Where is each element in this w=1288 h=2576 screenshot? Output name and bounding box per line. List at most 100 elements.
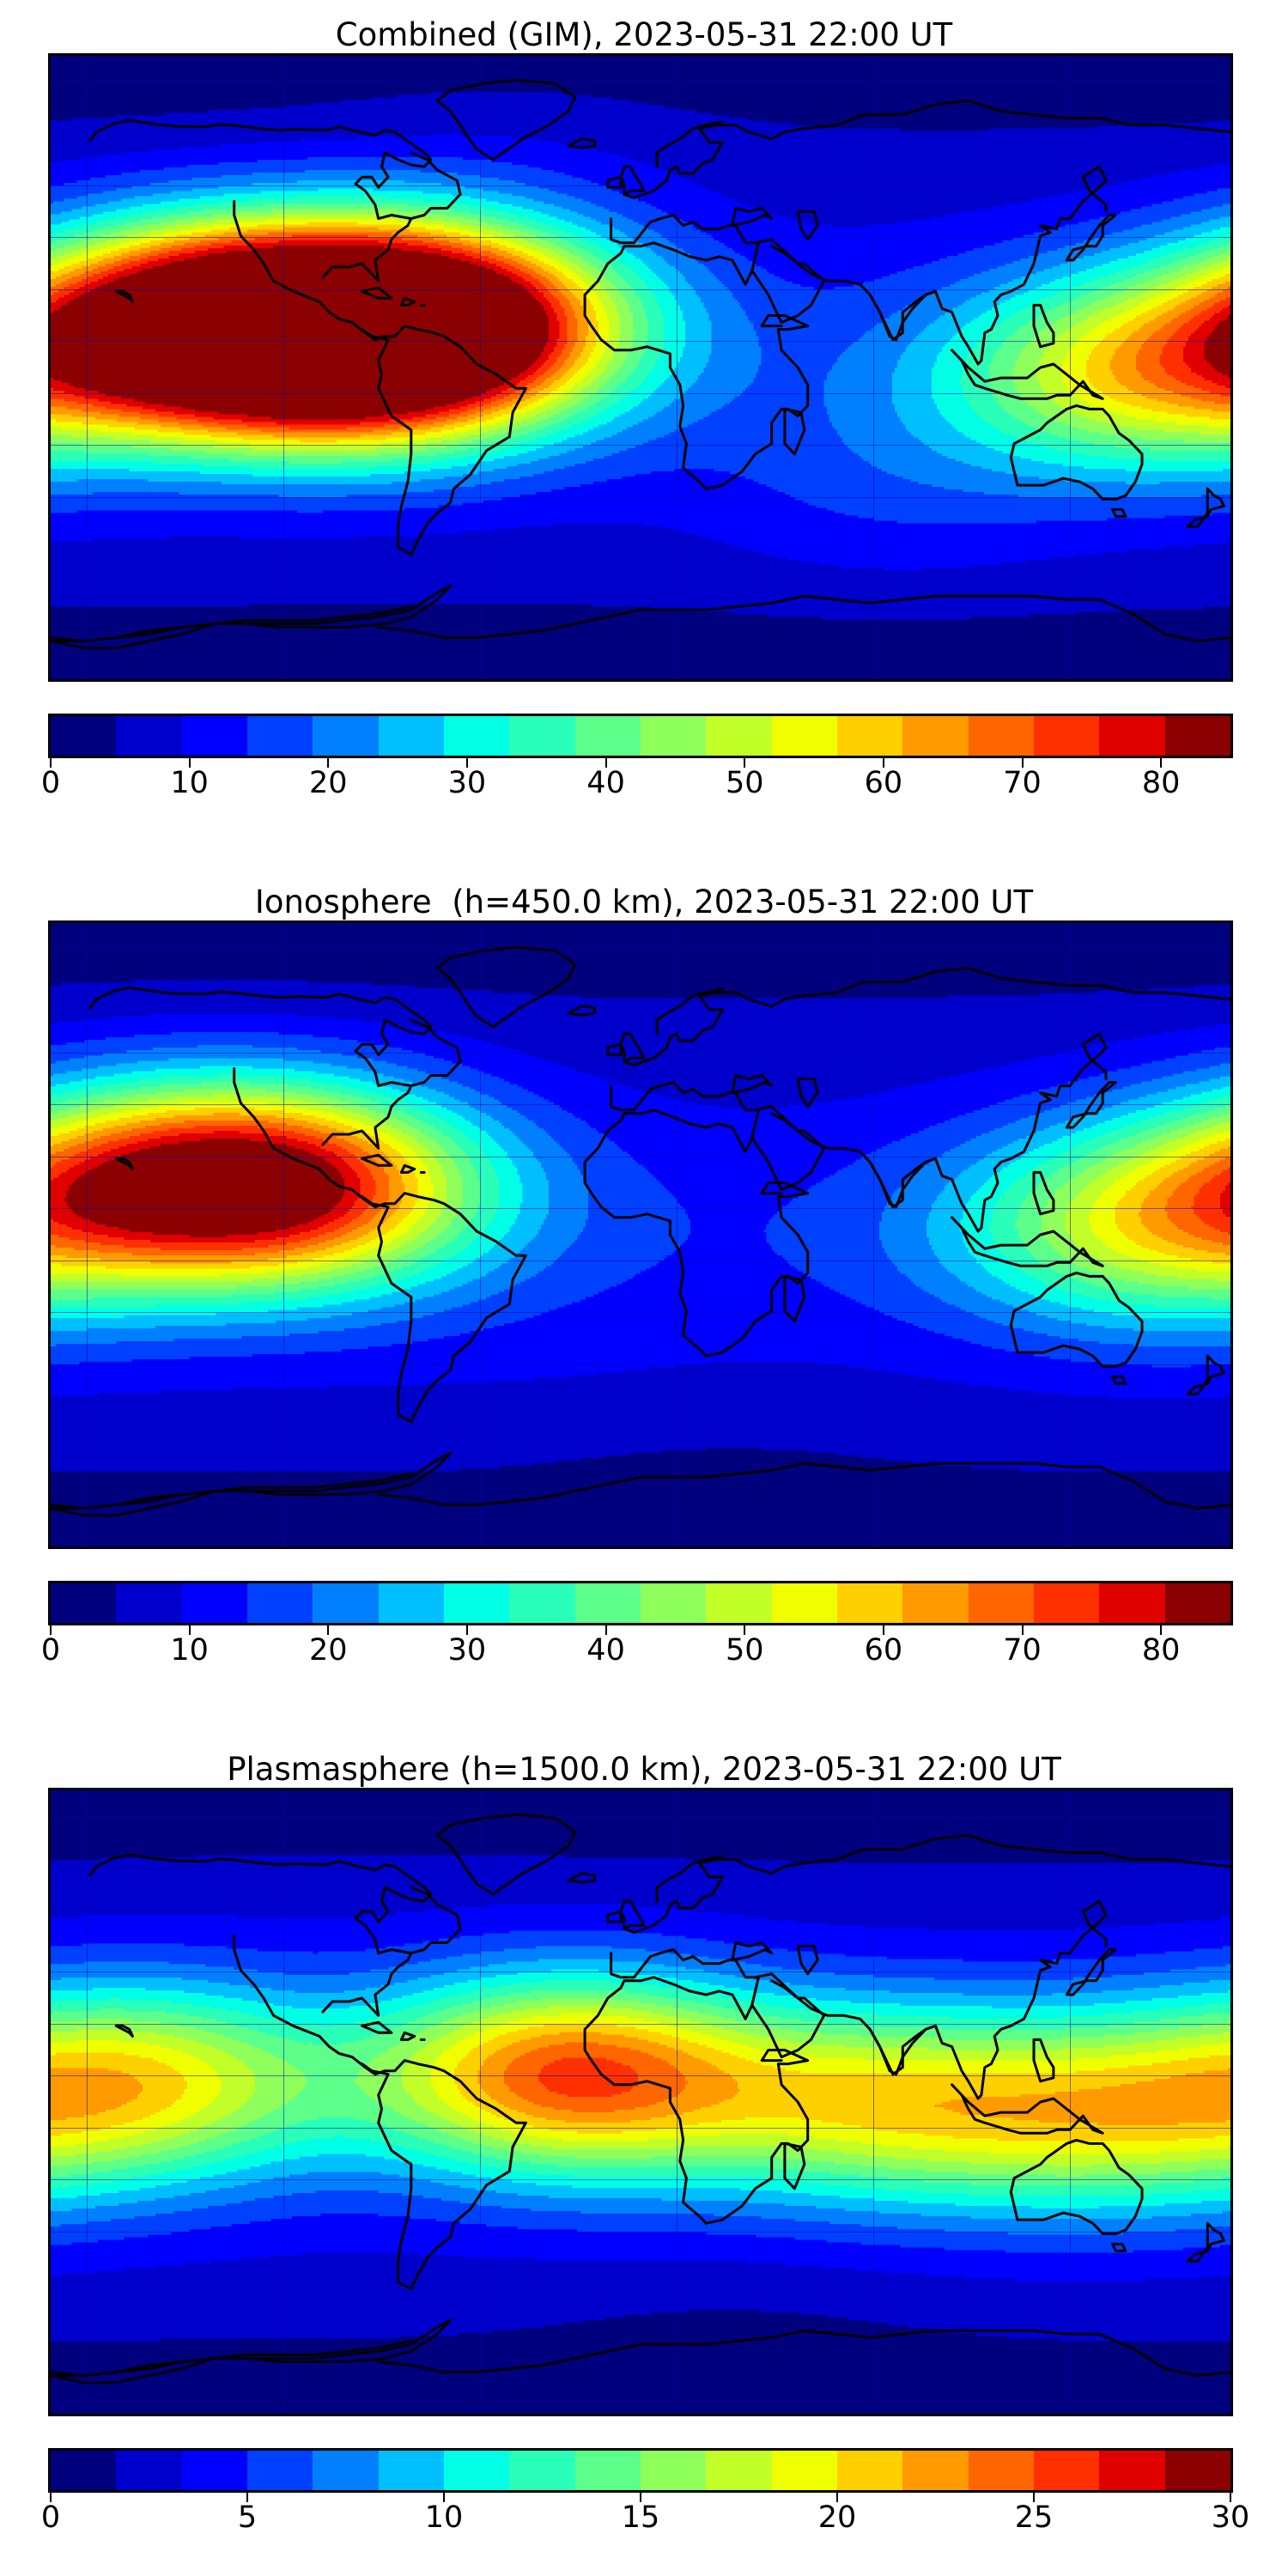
colorbar-band: [1033, 2451, 1100, 2490]
colorbar-band: [1164, 2451, 1230, 2490]
colorbar-band: [443, 2451, 510, 2490]
colorbar-band: [706, 1583, 772, 1623]
colorbar-tick-label: 50: [725, 766, 764, 800]
contour-band: [51, 1790, 1230, 2414]
colorbar-tick-mark: [50, 2493, 52, 2502]
contour-band: [51, 1998, 1230, 2178]
contour-band: [51, 1855, 1230, 2342]
map-canvas-2: [51, 923, 1230, 1546]
colorbar-tick-label: 0: [40, 766, 61, 800]
colorbar-tick-label: 80: [1141, 1633, 1181, 1668]
colorbar-band: [509, 1583, 575, 1623]
contour-band: [51, 1946, 1230, 2235]
colorbar-tick-label: 15: [621, 2500, 660, 2535]
contour-band: [51, 980, 1230, 1472]
colorbar-tick-label: 0: [40, 2500, 61, 2535]
colorbar-ticks-3: 0 5 10 15 20 25 30: [41, 2493, 1249, 2537]
map-canvas-1: [51, 56, 1230, 679]
contour-band: [51, 204, 1230, 464]
colorbar-tick-label: 20: [309, 766, 348, 800]
colorbar-band: [181, 2451, 247, 2490]
colorbar-tick-mark: [605, 1625, 607, 1635]
colorbar-band: [836, 1583, 903, 1623]
colorbar-strip-2: [48, 1581, 1233, 1625]
map-canvas-3: [51, 1790, 1230, 2414]
colorbar-tick-mark: [188, 1625, 191, 1635]
colorbar-band: [509, 2451, 575, 2490]
colorbar-band: [836, 2451, 903, 2490]
colorbar-tick-mark: [1021, 758, 1024, 768]
colorbar-band: [1164, 716, 1230, 756]
colorbar-tick-mark: [1160, 1625, 1163, 1635]
contour-band: [51, 196, 1230, 469]
colorbar-band: [51, 716, 117, 756]
colorbar-band: [443, 1583, 510, 1623]
colorbar-band: [836, 716, 903, 756]
colorbar-band: [1099, 716, 1165, 756]
colorbar-band: [378, 2451, 444, 2490]
contour-band: [51, 1979, 1230, 2196]
colorbar-strip-3: [48, 2448, 1233, 2493]
colorbar-band: [1099, 2451, 1165, 2490]
colorbar-tick-label: 70: [1003, 1633, 1042, 1668]
colorbar-tick-mark: [327, 758, 330, 768]
colorbar-tick-mark: [744, 1625, 746, 1635]
colorbar-tick-mark: [465, 1625, 468, 1635]
colorbar-band: [706, 2451, 772, 2490]
contour-band: [51, 245, 1230, 420]
colorbar-band: [1033, 716, 1100, 756]
colorbar-tick-mark: [744, 758, 746, 768]
colorbar-tick-mark: [882, 1625, 884, 1635]
colorbar-band: [640, 1583, 707, 1623]
colorbar-band: [51, 1583, 117, 1623]
contour-band: [538, 2057, 641, 2097]
contour-band: [51, 92, 1230, 620]
contour-band: [51, 234, 1230, 430]
contour-band: [504, 2042, 688, 2113]
colorbar-band: [443, 716, 510, 756]
colorbar-tick-label: 30: [1211, 2500, 1250, 2535]
colorbar-band: [902, 2451, 969, 2490]
colorbar-band: [902, 1583, 969, 1623]
coastlines: [51, 945, 1230, 1517]
colorbar-band: [902, 716, 969, 756]
colorbar-tick-mark: [640, 2493, 641, 2502]
colorbar-tick-mark: [836, 2493, 838, 2502]
contour-band: [64, 1139, 344, 1238]
colorbar-tick-label: 5: [237, 2500, 258, 2535]
map-plasmasphere-1500: [48, 1788, 1233, 2416]
contour-band: [51, 1094, 1230, 1282]
colorbar-tick-label: 25: [1014, 2500, 1054, 2535]
colorbar-ticks-1: 0 10 20 30 40 50 60 70 80: [41, 758, 1233, 803]
colorbar-band: [968, 1583, 1034, 1623]
colorbar-tick-label: 10: [170, 766, 209, 800]
colorbar-band: [509, 716, 575, 756]
colorbar-band: [246, 716, 313, 756]
colorbar-tick-label: 70: [1003, 766, 1042, 800]
contour-band: [51, 1013, 1230, 1399]
colorbar-tick-mark: [50, 1625, 52, 1635]
contour-band: [51, 923, 1230, 1546]
contour-band: [51, 1905, 1230, 2281]
colorbar-tick-label: 10: [424, 2500, 464, 2535]
colorbar-tick-mark: [1230, 2493, 1231, 2502]
colorbar-tick-mark: [1160, 758, 1163, 768]
colorbar-band: [181, 716, 247, 756]
colorbar-tick-label: 40: [586, 1633, 625, 1668]
colorbar-tick-mark: [50, 758, 52, 768]
colorbar-band: [378, 1583, 444, 1623]
contour-band: [51, 56, 1230, 679]
contour-band: [51, 1089, 1230, 1290]
colorbar-band: [968, 2451, 1034, 2490]
colorbar-tick-label: 60: [864, 1633, 903, 1668]
colorbar-band: [1164, 1583, 1230, 1623]
coastlines: [51, 1813, 1230, 2385]
colorbar-band: [246, 1583, 313, 1623]
panel-title-ionosphere-450: Ionosphere (h=450.0 km), 2023-05-31 22:0…: [254, 884, 1034, 920]
colorbar-band: [116, 2451, 182, 2490]
colorbar-tick-label: 60: [864, 766, 903, 800]
map-combined-gim: [48, 53, 1233, 682]
colorbar-band: [706, 716, 772, 756]
contour-band: [51, 1131, 1230, 1243]
